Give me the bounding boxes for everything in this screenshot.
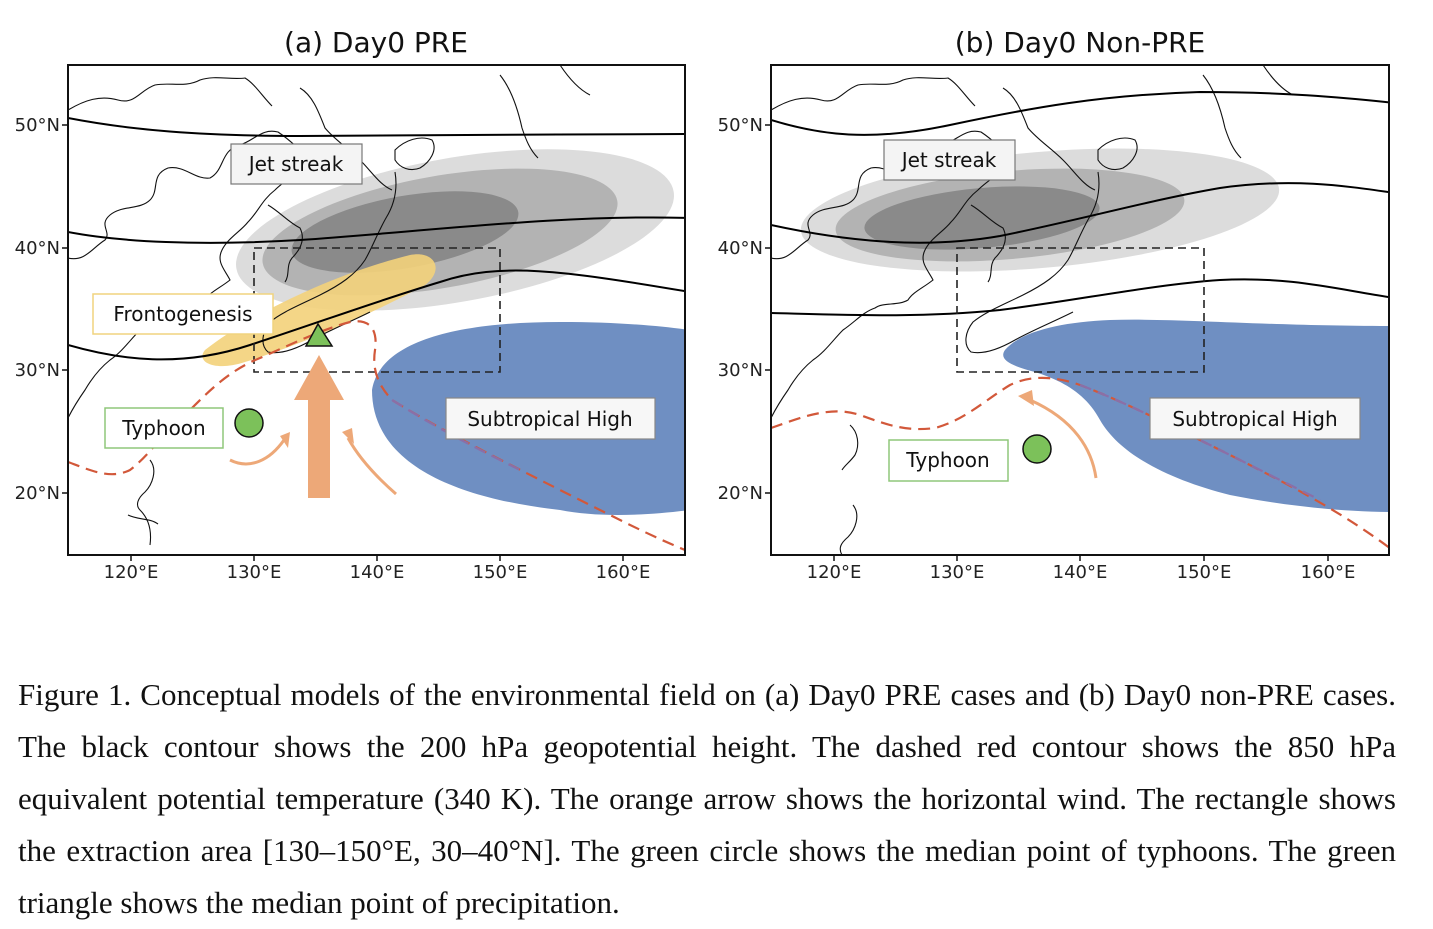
panel-a-lon-tick-120: 120°E (104, 562, 159, 583)
geopotential-contours (771, 90, 1389, 317)
panel-b-lon-tick-120: 120°E (807, 562, 862, 583)
panel-a-map: Jet streak Frontogenesis Typhoon Subtrop… (68, 65, 685, 555)
figure-panels: (a) Day0 PRE (15, 26, 1390, 583)
typhoon-median-circle (1022, 434, 1052, 464)
geopotential-contours (68, 117, 685, 361)
panel-b-title: (b) Day0 Non-PRE (955, 26, 1205, 59)
panel-a-lat-tick-40: 40°N (15, 238, 60, 259)
jet-streak-label-box: Jet streak (883, 139, 1016, 181)
panel-a-lat-tick-20: 20°N (15, 483, 60, 504)
panel-b: (b) Day0 Non-PRE (718, 26, 1390, 583)
subtropical-high-label: Subtropical High (1172, 407, 1337, 431)
panel-b-map: Jet streak Typhoon Subtropical High (771, 65, 1389, 555)
typhoon-label: Typhoon (121, 416, 205, 440)
jet-streak-label: Jet streak (247, 152, 344, 176)
frontogenesis-area (202, 254, 436, 367)
subtropical-high-label: Subtropical High (467, 407, 632, 431)
panel-b-lat-tick-30: 30°N (718, 360, 763, 381)
wind-arrows (1018, 390, 1098, 479)
main-wind-arrow (294, 355, 344, 498)
panel-b-lat-tick-20: 20°N (718, 483, 763, 504)
jet-streak-label: Jet streak (900, 148, 997, 172)
panel-b-lat-tick-40: 40°N (718, 238, 763, 259)
panel-a-lat-tick-30: 30°N (15, 360, 60, 381)
figure-caption: Figure 1. Conceptual models of the envir… (18, 677, 1396, 920)
panel-a-lon-tick-130: 130°E (227, 562, 282, 583)
subtropical-high-label-box: Subtropical High (1149, 397, 1361, 440)
panel-a-title: (a) Day0 PRE (284, 26, 468, 59)
panel-b-lat-tick-50: 50°N (718, 115, 763, 136)
typhoon-median-circle (234, 408, 264, 438)
typhoon-label-box: Typhoon (888, 439, 1009, 482)
panel-b-lon-tick-140: 140°E (1053, 562, 1108, 583)
wind-arrows (229, 355, 397, 498)
panel-b-lon-tick-130: 130°E (930, 562, 985, 583)
panel-a-tick-marks (62, 124, 624, 561)
frontogenesis-label-box: Frontogenesis (92, 293, 274, 335)
precipitation-median-triangle (304, 322, 334, 347)
jet-streak-core (864, 186, 1100, 250)
panel-a-lon-tick-150: 150°E (473, 562, 528, 583)
panel-a-lon-tick-160: 160°E (596, 562, 651, 583)
typhoon-label-box: Typhoon (104, 407, 224, 449)
coastlines (771, 65, 1294, 555)
panel-b-tick-marks (765, 124, 1329, 561)
panel-a-lat-tick-50: 50°N (15, 115, 60, 136)
jet-streak-label-box: Jet streak (230, 143, 363, 185)
panel-b-lon-tick-150: 150°E (1177, 562, 1232, 583)
panel-a-lon-tick-140: 140°E (350, 562, 405, 583)
subtropical-high-label-box: Subtropical High (445, 397, 656, 440)
typhoon-label: Typhoon (905, 448, 989, 472)
panel-a: (a) Day0 PRE (15, 26, 686, 583)
panel-b-lon-tick-160: 160°E (1301, 562, 1356, 583)
extraction-area-rectangle (956, 247, 1205, 373)
frontogenesis-label: Frontogenesis (113, 302, 252, 326)
